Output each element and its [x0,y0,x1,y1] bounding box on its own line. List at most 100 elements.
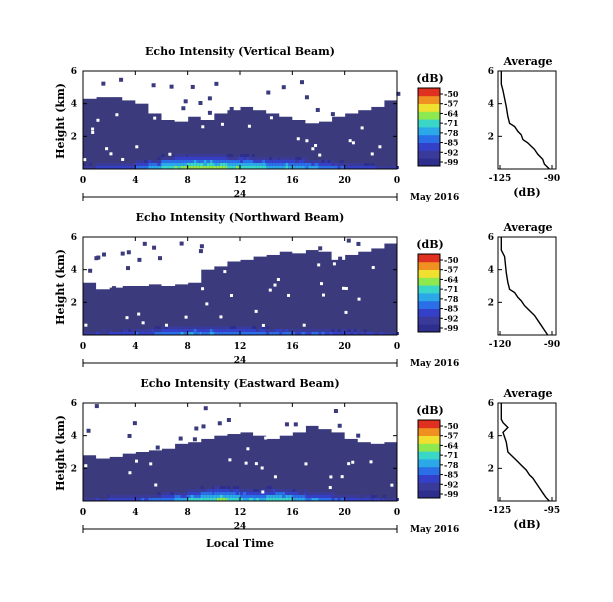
heatmap-cell [366,163,370,166]
missing-data-cell [292,71,306,120]
missing-data-cell [161,237,176,286]
colorbar-segment [418,451,440,460]
heatmap-cell [344,163,348,166]
heatmap-cell [324,329,328,332]
heatmap-cell [180,157,184,160]
heatmap-cell [180,495,184,498]
colorbar-tick-label: -78 [444,294,459,304]
heatmap-cell [327,498,331,501]
heatmap-cell [308,332,312,335]
heatmap-cell [360,163,364,166]
heatmap-cell [89,163,92,166]
heatmap-cell [340,329,344,332]
heatmap-cell [187,495,191,498]
missing-data-cell [344,403,359,439]
heatmap-cell [187,329,191,332]
heatmap-cell [209,160,213,163]
heatmap-cell [235,495,239,498]
heatmap-cell [187,160,191,163]
heatmap-cell [148,160,152,163]
heatmap-cell [327,160,331,163]
heatmap-cell [262,332,266,335]
heatmap-cell [154,160,158,163]
heatmap-cell [183,160,187,163]
missing-data-cell [357,297,361,301]
heatmap-cell [373,495,377,498]
heatmap-cell [353,163,357,166]
day-label: 24 [234,356,247,366]
heatmap-cell [196,166,200,169]
heatmap-cell [141,495,145,498]
colorbar-tick-label: -99 [444,489,459,499]
missing-data-cell [396,484,400,488]
heatmap-cell [269,157,273,160]
heatmap-cell [379,332,383,335]
heatmap-cell [92,332,95,335]
missing-data-cell [205,302,209,306]
heatmap-cell [256,329,260,332]
heatmap-cell [200,329,204,332]
heatmap-cell [295,166,299,169]
heatmap-cell [209,489,213,492]
colorbar-segment [418,119,440,128]
heatmap-cell [284,422,289,427]
missing-data-cell [287,293,291,297]
heatmap-cell [363,498,367,501]
colorbar-tick-label: -64 [444,440,459,450]
heatmap-cell [360,166,364,169]
heatmap-cell [112,495,116,498]
heatmap-cell [109,166,113,169]
heatmap-cell [174,160,178,163]
missing-data-cell [344,287,348,291]
heatmap-cell [167,332,171,335]
missing-data-cell [168,152,172,156]
heatmap-cell [214,81,219,86]
heatmap-cell [331,492,335,495]
heatmap-cell [144,160,148,163]
heatmap-cell [222,489,226,492]
missing-data-cell [304,462,308,466]
missing-data-cell [279,237,293,252]
y-tick-label: 2 [71,132,77,142]
heatmap-cell [256,498,260,501]
heatmap-cell [164,498,168,501]
missing-data-cell [305,403,319,426]
heatmap-cell [213,495,217,498]
heatmap-cell [226,154,230,157]
heatmap-cell [259,163,263,166]
missing-data-cell [331,71,346,117]
missing-data-cell [332,262,336,266]
heatmap-cell [256,332,260,335]
missing-data-cell [240,237,254,260]
heatmap-cell [94,404,99,409]
heatmap-cell [269,492,273,495]
heatmap-cell [373,498,377,501]
heatmap-cell [213,163,217,166]
y-axis-label: Height (km) [54,249,67,325]
heatmap-cell [157,329,161,332]
heatmap-cell [243,157,246,160]
colorbar-segment [418,459,440,468]
heatmap-cell [246,489,249,492]
heatmap-cell [318,246,323,251]
heatmap-cell [174,157,178,160]
heatmap-cell [246,332,249,335]
x-tick-label: 4 [132,508,138,518]
heatmap-cell [240,157,243,160]
heatmap-cell [151,495,155,498]
heatmap-cell [222,326,226,329]
heatmap-cell [331,166,335,169]
heatmap-cell [279,489,283,492]
heatmap-cell [383,498,387,501]
heatmap-cell [311,498,315,501]
heatmap-cell [148,495,152,498]
heatmap-cell [125,166,129,169]
heatmap-cell [279,166,283,169]
heatmap-cell [118,498,122,501]
heatmap-cell [308,495,312,498]
heatmap-cell [131,329,135,332]
heatmap-cell [157,166,161,169]
heatmap-cell [190,163,194,166]
heatmap-cell [344,332,348,335]
heatmap-cell [115,498,119,501]
